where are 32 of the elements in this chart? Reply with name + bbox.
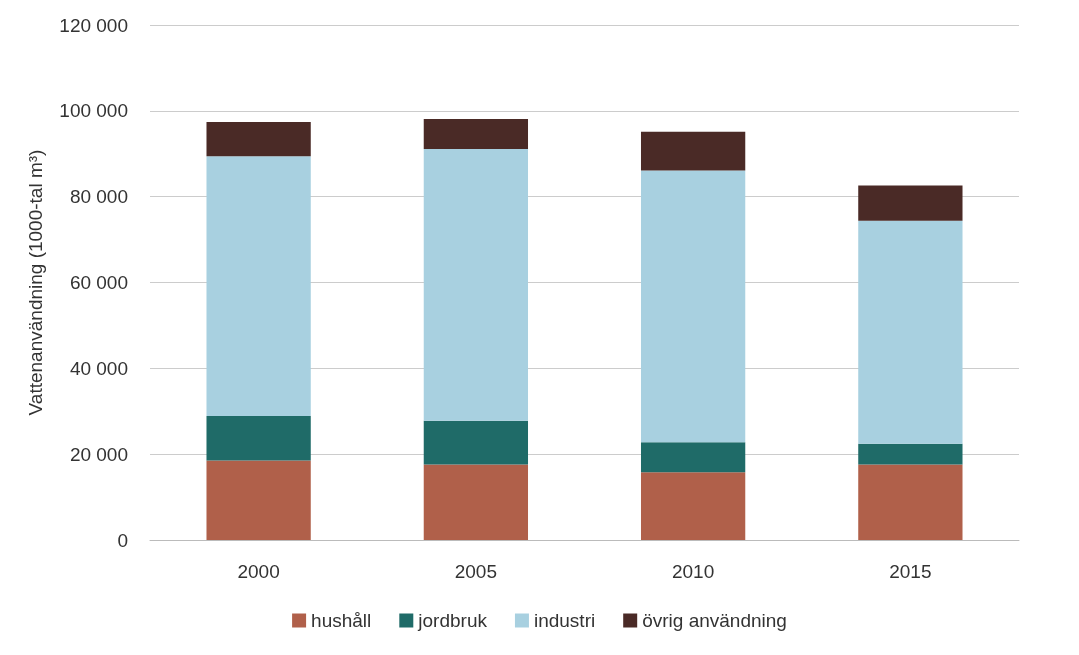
bar bbox=[206, 121, 311, 157]
x-tick-label: 2015 bbox=[889, 561, 932, 582]
bar bbox=[640, 170, 746, 443]
bar bbox=[858, 220, 963, 444]
bar bbox=[423, 118, 529, 150]
y-tick-label: 20 000 bbox=[69, 443, 128, 465]
bar bbox=[858, 443, 963, 465]
y-tick-label: 0 bbox=[117, 529, 128, 551]
legend-label: jordbruk bbox=[417, 610, 488, 631]
bar bbox=[423, 149, 529, 421]
bar bbox=[640, 442, 746, 473]
x-tick-label: 2005 bbox=[454, 561, 498, 582]
bar bbox=[206, 460, 311, 540]
bar bbox=[640, 472, 746, 540]
bar bbox=[206, 156, 311, 416]
y-tick-label: 40 000 bbox=[69, 357, 128, 379]
x-tick-label: 2010 bbox=[671, 561, 715, 582]
y-tick-label: 120 000 bbox=[59, 14, 128, 36]
legend-label: hushåll bbox=[311, 610, 372, 631]
y-axis-title: Vattenanvändning (1000-tal m³) bbox=[25, 149, 46, 416]
bar bbox=[206, 415, 311, 461]
bar bbox=[858, 185, 963, 221]
legend-label: övrig användning bbox=[642, 610, 787, 631]
y-tick-label: 100 000 bbox=[59, 100, 128, 122]
y-tick-label: 60 000 bbox=[69, 272, 128, 293]
legend-label: industri bbox=[533, 610, 596, 631]
bar bbox=[423, 420, 529, 465]
y-tick-label: 80 000 bbox=[69, 186, 128, 208]
bar bbox=[858, 464, 963, 540]
x-tick-label: 2000 bbox=[237, 561, 280, 582]
bar bbox=[423, 464, 529, 540]
bar bbox=[640, 131, 746, 171]
